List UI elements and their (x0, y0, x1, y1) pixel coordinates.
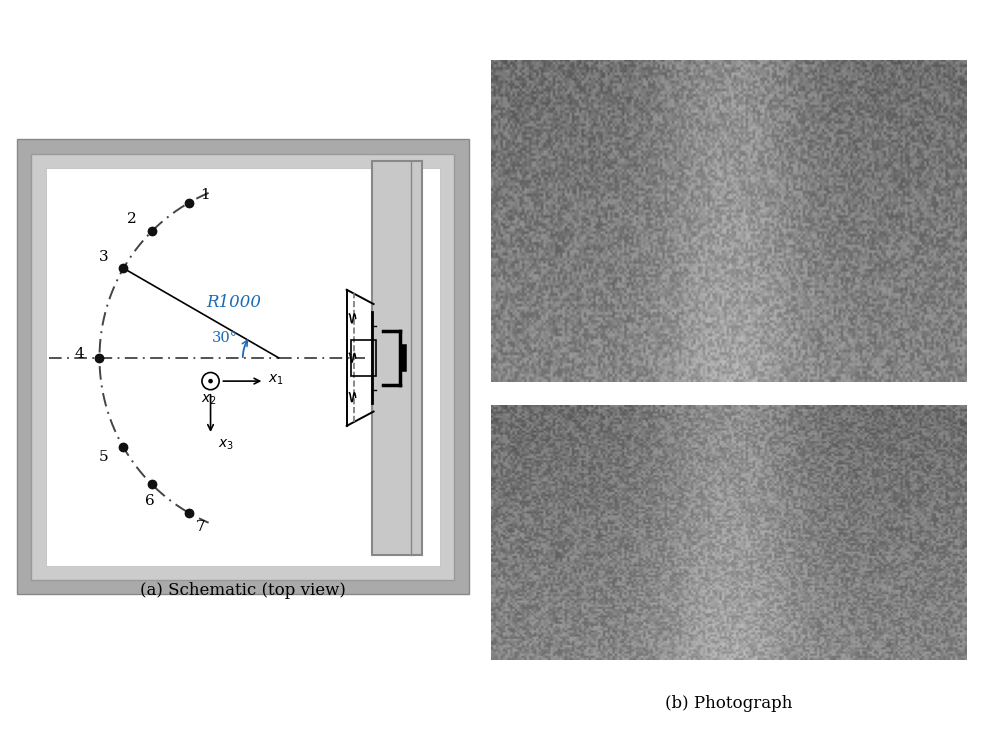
Text: (a) Schematic (top view): (a) Schematic (top view) (140, 582, 346, 599)
Bar (372, 160, 422, 555)
Text: $x_3$: $x_3$ (218, 437, 234, 452)
Bar (32, 154, 454, 580)
Text: 3: 3 (98, 251, 108, 264)
Text: 30°: 30° (212, 331, 239, 345)
Bar (351, 340, 377, 376)
Text: R1000: R1000 (206, 294, 261, 310)
Text: 2: 2 (127, 211, 137, 226)
Text: $x_1$: $x_1$ (268, 372, 283, 386)
Text: (b) Photograph: (b) Photograph (665, 695, 792, 712)
Circle shape (208, 379, 213, 383)
Text: 4: 4 (74, 346, 84, 361)
Text: 6: 6 (145, 494, 155, 508)
Text: 5: 5 (98, 450, 108, 464)
Bar (46, 168, 440, 566)
Text: $x_2$: $x_2$ (201, 392, 217, 407)
Text: 1: 1 (200, 188, 210, 202)
Text: 7: 7 (196, 520, 205, 534)
